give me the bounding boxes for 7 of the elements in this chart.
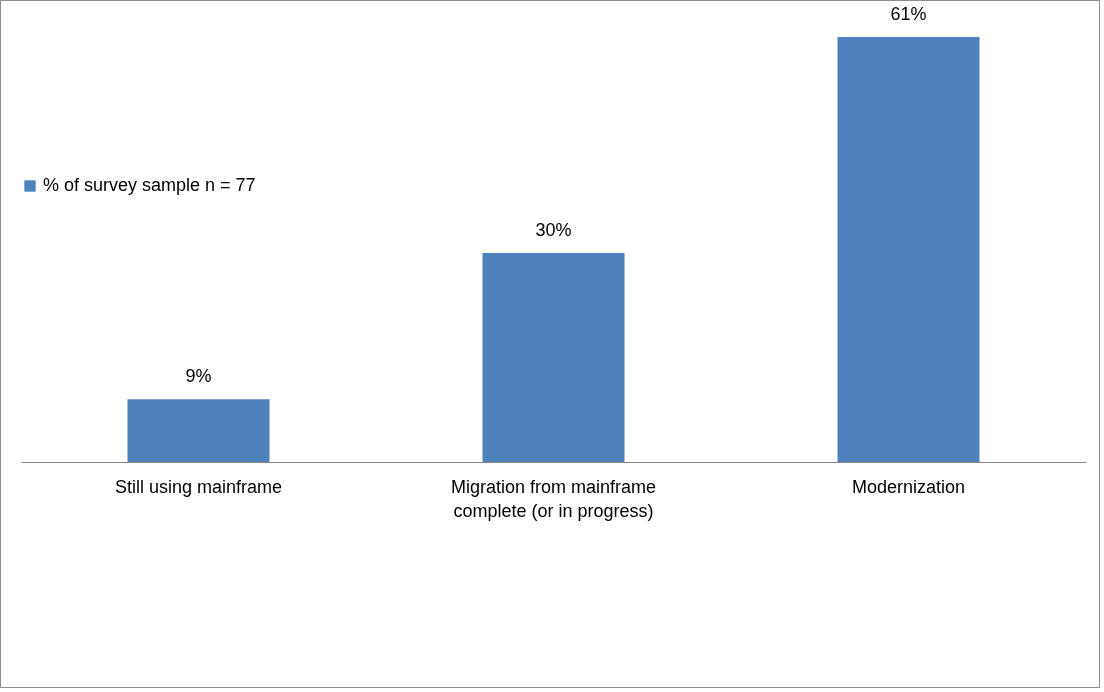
x-tick-label: Still using mainframe [114, 476, 283, 497]
data-label: 30% [535, 219, 572, 240]
x-tick-label: Migration from mainframe complete (or in progress) [450, 476, 657, 521]
data-label: 61% [890, 3, 927, 24]
x-tick-label: Modernization [851, 476, 966, 497]
data-label: 9% [185, 366, 212, 387]
legend-label: % of survey sample n = 77 [43, 175, 256, 195]
